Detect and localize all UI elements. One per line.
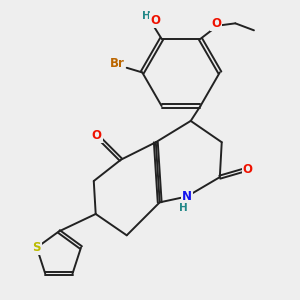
Text: S: S xyxy=(32,241,41,254)
Text: H: H xyxy=(179,203,188,213)
Text: O: O xyxy=(211,17,221,30)
Text: O: O xyxy=(92,129,102,142)
Text: H: H xyxy=(142,11,151,21)
Text: N: N xyxy=(182,190,192,203)
Text: O: O xyxy=(150,14,160,27)
Text: Br: Br xyxy=(110,57,124,70)
Text: O: O xyxy=(243,163,253,176)
